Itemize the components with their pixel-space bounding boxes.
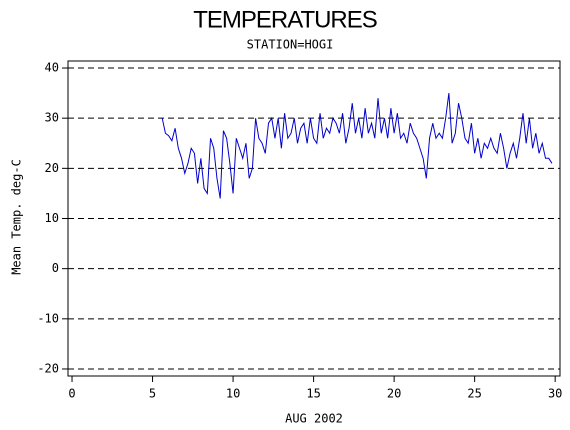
chart-title: TEMPERATURES (193, 6, 377, 33)
y-tick-label: -20 (37, 361, 59, 375)
y-tick-label: 30 (45, 111, 59, 125)
y-tick-label: 40 (45, 61, 59, 75)
y-axis-label: Mean Temp. deg-C (10, 159, 24, 275)
chart-subtitle: STATION=HOGI (247, 38, 334, 52)
temperature-line (161, 93, 553, 199)
x-tick-label: 0 (68, 387, 75, 401)
x-tick-label: 25 (467, 387, 481, 401)
x-tick-label: 30 (548, 387, 562, 401)
y-tick-label: 10 (45, 211, 59, 225)
y-tick-label: -10 (37, 311, 59, 325)
x-tick-label: 5 (149, 387, 156, 401)
x-tick-label: 20 (387, 387, 401, 401)
x-axis-label: AUG 2002 (285, 412, 343, 426)
y-tick-label: 0 (52, 261, 59, 275)
y-tick-label: 20 (45, 161, 59, 175)
x-tick-label: 10 (226, 387, 240, 401)
x-tick-label: 15 (306, 387, 320, 401)
